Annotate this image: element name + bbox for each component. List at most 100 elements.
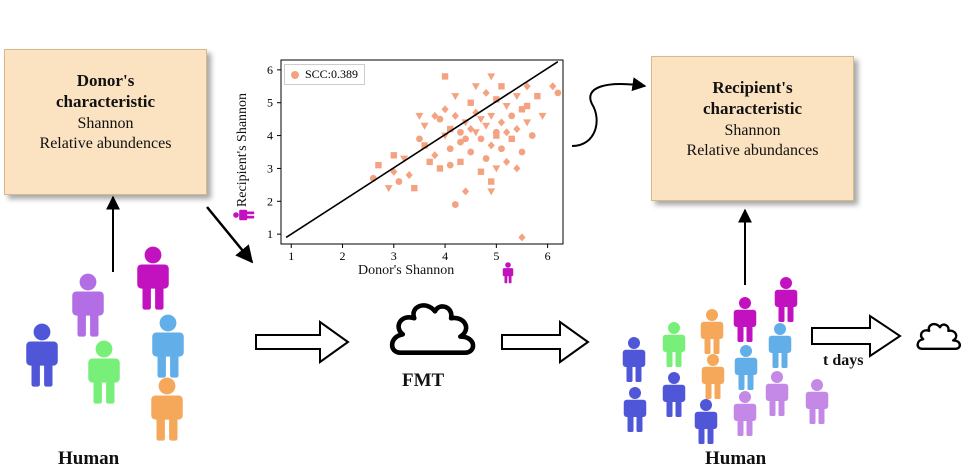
scatter-point — [487, 112, 496, 120]
scatter-point — [492, 165, 501, 173]
poop-icon — [916, 322, 962, 350]
fmt-label: FMT — [402, 370, 445, 391]
chart-y-ticks: 1 2 3 4 5 6 — [267, 63, 281, 241]
recipient-title-line2: characteristic — [702, 99, 803, 118]
scatter-point — [426, 158, 433, 166]
scatter-point — [441, 73, 449, 80]
donor-title-line2: characteristic — [55, 92, 156, 111]
scatter-point — [508, 135, 515, 143]
legend-label: SCC:0.389 — [305, 67, 359, 81]
person-icon — [26, 323, 58, 387]
t-days-label: t days — [823, 352, 864, 369]
scatter-point — [384, 185, 393, 193]
x-tick-label: 2 — [340, 249, 346, 263]
y-tick-label: 4 — [267, 129, 273, 143]
person-icon — [694, 399, 718, 444]
scatter-point — [482, 88, 490, 97]
person-icon — [151, 377, 183, 441]
scatter-point — [549, 82, 557, 91]
to-chart-arrow — [206, 206, 254, 264]
scatter-point — [375, 161, 382, 169]
scatter-point — [446, 145, 454, 153]
x-tick-label: 6 — [545, 249, 551, 263]
person-icon — [72, 273, 104, 337]
person-icon — [734, 345, 758, 390]
scatter-point — [446, 161, 454, 169]
person-icon — [733, 391, 757, 436]
scatter-point — [503, 128, 511, 137]
recipient-line1: Shannon — [724, 122, 781, 139]
scatter-point — [472, 108, 480, 117]
scatter-point — [451, 201, 459, 208]
scatter-point — [488, 178, 495, 185]
scatter-point — [497, 118, 506, 127]
y-tick-label: 5 — [267, 96, 273, 110]
scatter-point — [420, 122, 429, 130]
scatter-point — [457, 158, 464, 166]
scatter-point — [538, 112, 547, 120]
person-icon — [137, 246, 169, 310]
person-icon — [768, 323, 792, 368]
block-arrow-icon — [811, 314, 902, 358]
person-icon — [701, 354, 725, 399]
person-icon — [700, 309, 724, 354]
scatter-point — [477, 135, 485, 143]
person-icon — [623, 387, 647, 432]
scatter-point — [390, 152, 397, 159]
scatter-point — [534, 92, 541, 100]
x-tick-label: 4 — [442, 249, 448, 263]
person-icon — [622, 337, 646, 382]
scatter-point — [415, 112, 424, 120]
scatter-point — [451, 93, 460, 101]
recipient-characteristic-box: Recipient's characteristic Shannon Relat… — [651, 56, 854, 201]
scatter-point — [513, 125, 521, 133]
person-icon — [733, 297, 757, 342]
scatter-point — [518, 106, 526, 113]
chart-x-ticks: 1 2 3 4 5 6 — [288, 244, 551, 263]
donor-line2: Relative abundences — [39, 135, 172, 152]
scatter-point — [467, 125, 475, 133]
chart-x-label: Donor's Shannon — [358, 263, 455, 278]
scatter-point — [523, 102, 531, 110]
human-right-label: Human — [705, 448, 767, 469]
person-icon — [765, 371, 789, 416]
scatter-point — [503, 157, 511, 166]
scatter-point — [523, 119, 532, 127]
poop-icon — [392, 305, 473, 352]
x-tick-label: 1 — [288, 249, 294, 263]
scatter-point — [513, 164, 521, 173]
scatter-point — [523, 82, 531, 91]
person-icon — [502, 262, 514, 284]
scatter-point — [467, 99, 474, 106]
scatter-point — [461, 187, 470, 196]
chart-points — [369, 73, 562, 242]
scatter-point — [518, 233, 526, 242]
y-tick-label: 1 — [267, 227, 273, 241]
scatter-point — [451, 111, 459, 120]
scatter-point — [441, 132, 450, 140]
scatter-point — [477, 168, 485, 175]
scatter-point — [436, 115, 444, 123]
scatter-point — [487, 141, 495, 150]
person-icon — [152, 314, 184, 378]
scatter-point — [421, 142, 428, 149]
chart-y-label: Recipient's Shannon — [235, 92, 250, 208]
x-tick-label: 5 — [493, 249, 499, 263]
scatter-point — [487, 73, 496, 81]
donor-line1: Shannon — [77, 115, 134, 132]
person-icon — [88, 340, 120, 404]
scatter-point — [476, 116, 485, 124]
x-tick-label: 3 — [391, 249, 397, 263]
scatter-point — [482, 122, 491, 130]
recipient-title-line1: Recipient's — [712, 78, 793, 97]
recipient-line2: Relative abundances — [686, 142, 819, 159]
scatter-point — [457, 128, 464, 136]
scatter-point — [441, 105, 449, 114]
legend-marker — [291, 70, 299, 79]
person-icon — [805, 379, 829, 424]
block-arrow-icon — [501, 320, 590, 364]
scatter-point — [482, 155, 490, 162]
scatter-point — [411, 184, 418, 192]
scatter-point — [436, 165, 444, 172]
